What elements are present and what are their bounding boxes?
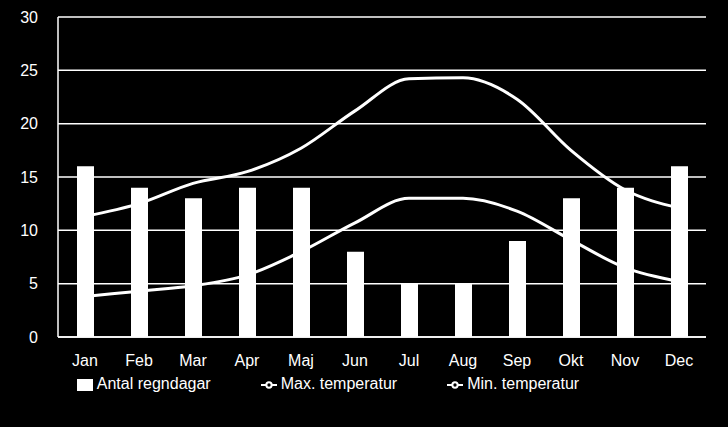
svg-text:20: 20 — [20, 115, 38, 132]
svg-text:Okt: Okt — [559, 352, 584, 369]
svg-text:25: 25 — [20, 62, 38, 79]
svg-text:Jul: Jul — [399, 352, 419, 369]
svg-text:10: 10 — [20, 222, 38, 239]
svg-text:Jun: Jun — [342, 352, 368, 369]
html-text:Min. temperatur: Min. temperatur — [467, 375, 580, 392]
svg-text:15: 15 — [20, 169, 38, 186]
html-text:Antal regndagar: Antal regndagar — [96, 375, 211, 392]
svg-text:Mar: Mar — [179, 352, 207, 369]
svg-text:Dec: Dec — [665, 352, 693, 369]
svg-text:Sep: Sep — [503, 352, 532, 369]
html-text:Max. temperatur: Max. temperatur — [280, 375, 398, 392]
svg-text:Feb: Feb — [125, 352, 153, 369]
svg-text:Aug: Aug — [449, 352, 477, 369]
svg-text:30: 30 — [20, 9, 38, 26]
svg-text:Nov: Nov — [611, 352, 639, 369]
svg-text:Apr: Apr — [235, 352, 261, 369]
svg-text:Jan: Jan — [72, 352, 98, 369]
svg-text:Maj: Maj — [288, 352, 314, 369]
svg-text:0: 0 — [29, 329, 38, 346]
svg-text:5: 5 — [29, 275, 38, 292]
